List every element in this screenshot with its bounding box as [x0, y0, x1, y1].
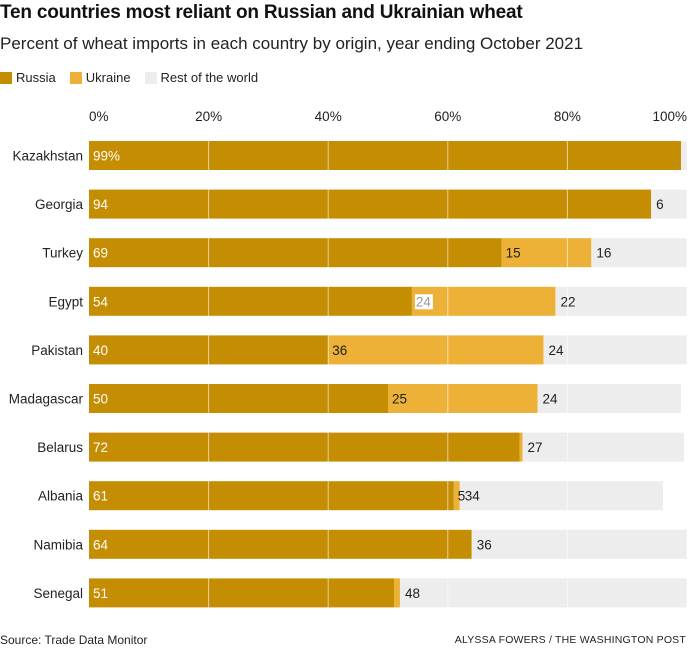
- bar-segment-ukraine: [519, 432, 523, 462]
- category-label: Belarus: [37, 440, 83, 455]
- x-tick-label: 40%: [315, 109, 342, 124]
- legend-label-ukraine: Ukraine: [85, 70, 131, 85]
- category-label: Senegal: [33, 586, 83, 601]
- bar-segment-rest-of-the-world: [537, 384, 682, 413]
- label-highlight-box: [414, 294, 433, 310]
- data-label-russia: 51: [93, 586, 108, 601]
- data-label-ukraine: 24: [416, 294, 432, 309]
- chart-subtitle: Percent of wheat imports in each country…: [0, 34, 584, 53]
- chart-title: Ten countries most reliant on Russian an…: [0, 2, 523, 23]
- data-label-rest-of-the-world: 16: [596, 246, 611, 261]
- data-label-russia: 72: [93, 440, 108, 455]
- stacked-bar-chart: 0% 20% 40% 60% 80% 100% Kazakhstan Georgia Turke…: [9, 109, 688, 610]
- x-tick-label: 80%: [554, 109, 581, 124]
- data-label-russia: 64: [93, 537, 109, 552]
- legend-swatch-russia: [0, 71, 12, 84]
- category-label: Egypt: [48, 294, 83, 309]
- legend-item-russia: Russia: [0, 70, 56, 85]
- legend-item-ukraine: Ukraine: [69, 70, 131, 85]
- data-label-rest-of-the-world: 27: [528, 440, 543, 455]
- x-tick-label: 0%: [89, 109, 109, 124]
- data-label-rest-of-the-world: 24: [548, 343, 564, 358]
- x-tick-label: 100%: [652, 109, 687, 124]
- data-label-russia: 99%: [93, 149, 120, 164]
- data-label-rest-of-the-world: 36: [477, 537, 492, 552]
- bar-segment-russia: [89, 384, 388, 413]
- legend-label-rest: Rest of the world: [160, 70, 259, 85]
- category-label: Namibia: [33, 537, 83, 552]
- data-label-rest-of-the-world: 34: [465, 489, 481, 504]
- x-tick-label: 20%: [195, 109, 222, 124]
- data-label-rest-of-the-world: 22: [560, 294, 575, 309]
- legend-swatch-rest: [144, 71, 157, 84]
- data-label-russia: 40: [93, 343, 108, 358]
- bar-segment-russia: [89, 189, 652, 219]
- data-label-ukraine: 36: [332, 343, 347, 358]
- data-label-russia: 94: [93, 197, 109, 212]
- bar-segment-rest-of-the-world: [459, 481, 664, 511]
- legend: Russia Ukraine Rest of the world: [0, 70, 272, 85]
- category-label: Turkey: [42, 246, 83, 261]
- legend-item-rest: Rest of the world: [144, 70, 259, 85]
- x-tick-label: 60%: [434, 109, 461, 124]
- category-label: Kazakhstan: [12, 149, 83, 164]
- data-label-russia: 61: [93, 489, 108, 504]
- data-label-rest-of-the-world: 48: [405, 586, 420, 601]
- bar-segment-ukraine: [453, 481, 460, 511]
- category-label: Pakistan: [31, 343, 83, 358]
- bar-segment-rest-of-the-world: [471, 529, 687, 559]
- bar-segment-russia: [89, 432, 520, 462]
- bar-segment-russia: [89, 529, 472, 559]
- bar-segment-rest-of-the-world: [591, 238, 687, 268]
- data-label-russia: 50: [93, 392, 108, 407]
- bar-segment-russia: [89, 481, 454, 511]
- bar-segment-ukraine: [328, 335, 544, 365]
- bar-segment-russia: [89, 578, 394, 608]
- category-label: Albania: [38, 489, 84, 504]
- bar-segment-rest-of-the-world: [555, 286, 687, 316]
- data-label-rest-of-the-world: 6: [656, 197, 664, 212]
- bar-segment-rest-of-the-world: [399, 578, 687, 608]
- credit-line: ALYSSA FOWERS / THE WASHINGTON POST: [454, 634, 686, 646]
- bar-segment-rest-of-the-world: [681, 141, 687, 170]
- data-label-ukraine: 25: [392, 392, 407, 407]
- bar-segment-ukraine: [411, 286, 556, 316]
- data-label-russia: 69: [93, 246, 108, 261]
- data-label-rest-of-the-world: 24: [543, 392, 559, 407]
- bar-segment-rest-of-the-world: [543, 335, 687, 365]
- data-label-ukraine: 15: [506, 246, 521, 261]
- bar-segment-ukraine: [501, 238, 592, 268]
- category-label: Madagascar: [9, 392, 84, 407]
- bar-segment-rest-of-the-world: [651, 189, 687, 219]
- bar-segment-ukraine: [388, 384, 538, 413]
- source-note: Source: Trade Data Monitor: [0, 633, 148, 647]
- category-label: Georgia: [35, 197, 84, 212]
- bar-segment-russia: [89, 286, 412, 316]
- data-label-russia: 54: [93, 294, 109, 309]
- bar-segment-rest-of-the-world: [522, 432, 685, 462]
- legend-swatch-ukraine: [69, 71, 82, 84]
- data-label-ukraine: 5: [458, 489, 466, 504]
- legend-label-russia: Russia: [16, 70, 56, 85]
- bar-segment-ukraine: [393, 578, 400, 608]
- bar-segment-russia: [89, 238, 502, 268]
- bar-segment-russia: [89, 141, 682, 170]
